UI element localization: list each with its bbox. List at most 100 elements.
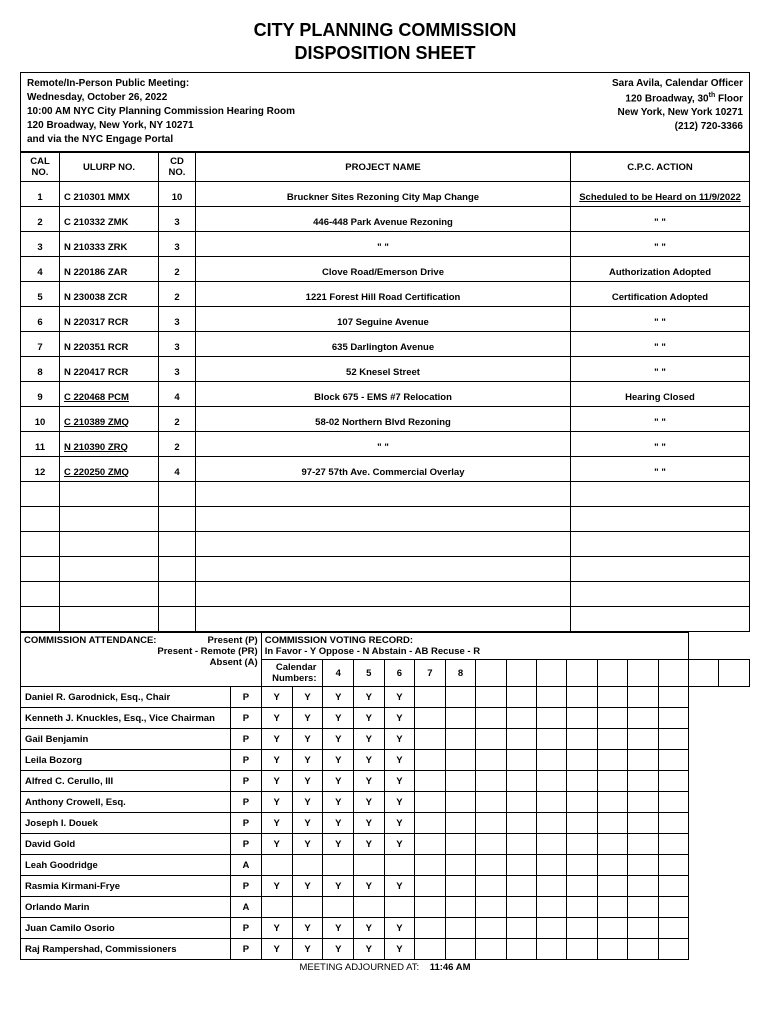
table-row-ulurp: C 220468 PCM	[60, 382, 159, 407]
vote-cell	[628, 897, 658, 918]
table-row-cal: 4	[21, 257, 60, 282]
vote-cell	[597, 939, 627, 960]
vote-cell	[415, 708, 446, 729]
vote-cell	[292, 855, 323, 876]
table-row-ulurp: N 220351 RCR	[60, 332, 159, 357]
vote-cell: Y	[323, 876, 354, 897]
table-row-project: Block 675 - EMS #7 Relocation	[196, 382, 571, 407]
vote-cell	[628, 750, 658, 771]
member-name: Raj Rampershad, Commissioners	[21, 939, 231, 960]
attendance-table: COMMISSION ATTENDANCE: Present (P) Prese…	[20, 632, 750, 960]
vote-cell: Y	[384, 834, 415, 855]
vote-cell	[415, 729, 446, 750]
vote-cell: Y	[354, 876, 385, 897]
vote-cell: Y	[354, 792, 385, 813]
table-row-cal: 10	[21, 407, 60, 432]
table-row-cal: 3	[21, 232, 60, 257]
table-row-action: Scheduled to be Heard on 11/9/2022	[571, 182, 750, 207]
member-name: Alfred C. Cerullo, III	[21, 771, 231, 792]
officer-phone: (212) 720-3366	[612, 120, 743, 134]
member-name: Juan Camilo Osorio	[21, 918, 231, 939]
disposition-table: CALNO. ULURP NO. CDNO. PROJECT NAME C.P.…	[20, 152, 750, 632]
footer: MEETING ADJOURNED AT: 11:46 AM	[20, 962, 750, 973]
vote-cell: Y	[261, 687, 292, 708]
vote-cell	[567, 897, 597, 918]
title-line-1: CITY PLANNING COMMISSION	[20, 20, 750, 41]
member-attendance: P	[231, 750, 262, 771]
col-cal: CALNO.	[21, 153, 60, 182]
meeting-date: Wednesday, October 26, 2022	[27, 91, 295, 105]
vote-cell	[354, 897, 385, 918]
col-cd: CDNO.	[159, 153, 196, 182]
table-row-project: Clove Road/Emerson Drive	[196, 257, 571, 282]
vote-cell: Y	[323, 792, 354, 813]
table-row-cd: 2	[159, 282, 196, 307]
vote-cell	[628, 855, 658, 876]
member-attendance: P	[231, 813, 262, 834]
member-name: Rasmia Kirmani-Frye	[21, 876, 231, 897]
col-project: PROJECT NAME	[196, 153, 571, 182]
vote-cell	[658, 771, 688, 792]
table-row-action: Hearing Closed	[571, 382, 750, 407]
vote-cell	[567, 708, 597, 729]
vote-cell	[567, 855, 597, 876]
meeting-type: Remote/In-Person Public Meeting:	[27, 77, 295, 91]
adjourned-time: 11:46 AM	[430, 962, 471, 973]
title-line-2: DISPOSITION SHEET	[20, 43, 750, 64]
vote-cell	[628, 792, 658, 813]
vote-cell	[445, 771, 476, 792]
vote-cell	[445, 729, 476, 750]
vote-cell	[415, 876, 446, 897]
member-name: Orlando Marin	[21, 897, 231, 918]
vote-cell: Y	[384, 813, 415, 834]
vote-cell	[597, 771, 627, 792]
vote-cell	[658, 708, 688, 729]
vote-cell	[476, 813, 506, 834]
vote-cell: Y	[292, 708, 323, 729]
header-box: Remote/In-Person Public Meeting: Wednesd…	[20, 72, 750, 152]
vote-cell	[567, 939, 597, 960]
vote-cell: Y	[261, 792, 292, 813]
vote-cell	[384, 855, 415, 876]
vote-cell	[445, 918, 476, 939]
vote-cell: Y	[261, 918, 292, 939]
vote-cell	[628, 771, 658, 792]
vote-cell: Y	[384, 771, 415, 792]
vote-cell	[537, 813, 567, 834]
vote-cell	[323, 855, 354, 876]
table-row-cal: 7	[21, 332, 60, 357]
vote-cell	[567, 771, 597, 792]
table-row-cd: 3	[159, 357, 196, 382]
vote-cell	[476, 687, 506, 708]
vote-cell: Y	[261, 939, 292, 960]
vote-cell: Y	[292, 687, 323, 708]
vote-cell	[628, 813, 658, 834]
vote-cell	[628, 687, 658, 708]
vote-cell	[506, 855, 536, 876]
table-row-action: Certification Adopted	[571, 282, 750, 307]
vote-cell: Y	[384, 918, 415, 939]
member-attendance: P	[231, 834, 262, 855]
table-row-ulurp: C 220250 ZMQ	[60, 457, 159, 482]
vote-cell	[354, 855, 385, 876]
officer-name: Sara Avila, Calendar Officer	[612, 77, 743, 91]
vote-cell: Y	[323, 687, 354, 708]
vote-cell	[261, 897, 292, 918]
officer-info: Sara Avila, Calendar Officer 120 Broadwa…	[612, 77, 743, 147]
vote-cell	[597, 855, 627, 876]
vote-cell	[476, 834, 506, 855]
vote-cell: Y	[323, 729, 354, 750]
vote-cell	[658, 729, 688, 750]
vote-cell: Y	[292, 876, 323, 897]
vote-cell	[445, 687, 476, 708]
vote-cell: Y	[323, 813, 354, 834]
table-row-cal: 1	[21, 182, 60, 207]
table-row-cd: 4	[159, 457, 196, 482]
vote-cell	[567, 729, 597, 750]
vote-cell: Y	[384, 687, 415, 708]
vote-cell	[476, 897, 506, 918]
table-row-cal: 11	[21, 432, 60, 457]
vote-cell	[537, 771, 567, 792]
table-row-ulurp: C 210301 MMX	[60, 182, 159, 207]
officer-addr1: 120 Broadway, 30th Floor	[612, 91, 743, 106]
